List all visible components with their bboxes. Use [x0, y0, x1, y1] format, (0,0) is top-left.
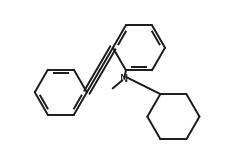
Text: N: N	[120, 74, 128, 84]
